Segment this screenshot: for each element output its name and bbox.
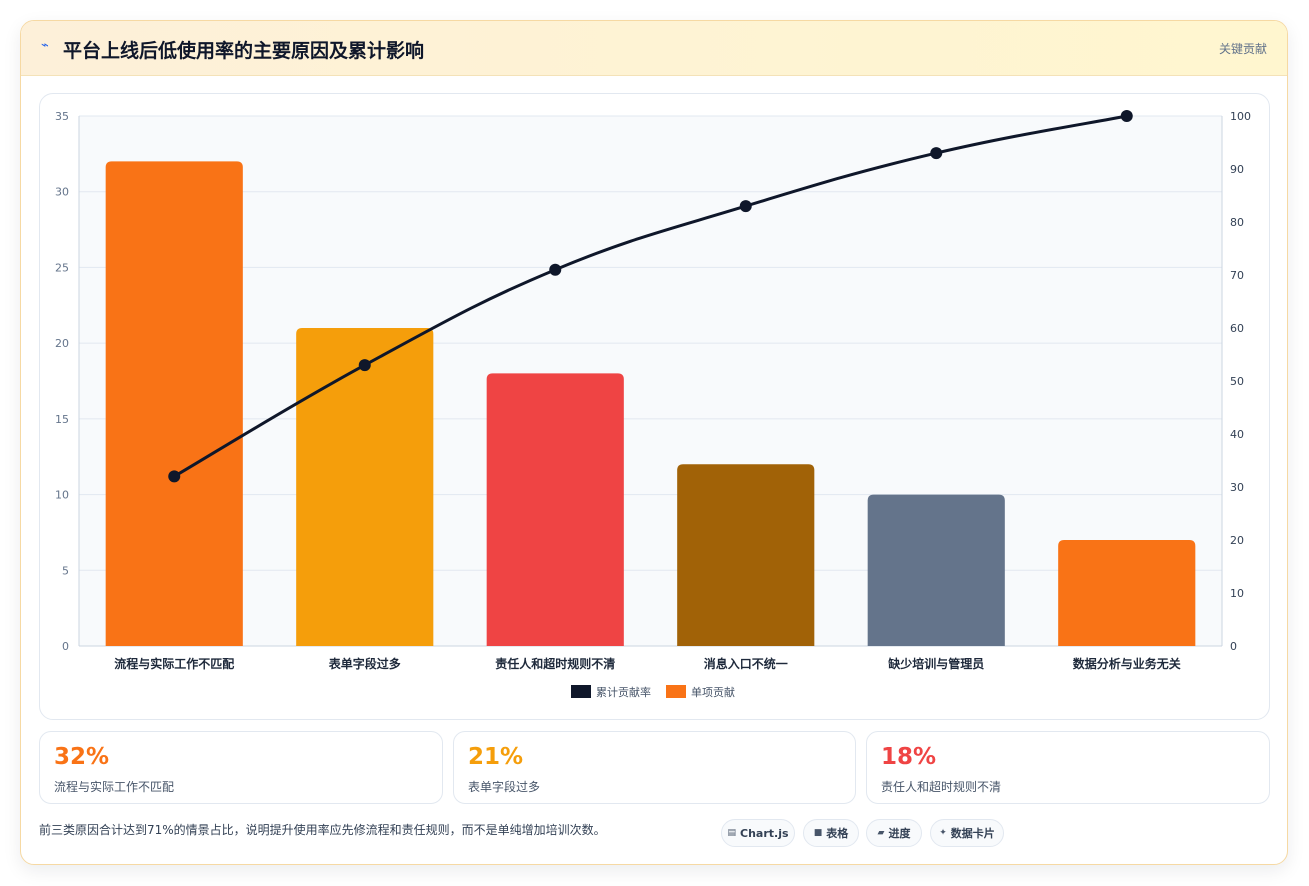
bar bbox=[105, 161, 243, 646]
page-title: 平台上线后低使用率的主要原因及累计影响 bbox=[63, 40, 425, 62]
card-header: ⌁ 平台上线后低使用率的主要原因及累计影响 关键贡献 bbox=[21, 21, 1287, 76]
stat-card-2: 21% 表单字段过多 bbox=[453, 731, 856, 804]
stat-label: 表单字段过多 bbox=[468, 780, 541, 794]
tag-table[interactable]: ■ 表格 bbox=[803, 819, 859, 847]
category-label: 责任人和超时规则不清 bbox=[495, 656, 615, 671]
right-tick-label: 80 bbox=[1230, 216, 1244, 229]
category-label: 流程与实际工作不匹配 bbox=[114, 656, 234, 671]
cumulative-point bbox=[1120, 110, 1133, 122]
right-tick-label: 70 bbox=[1230, 269, 1244, 282]
left-tick-label: 5 bbox=[62, 564, 69, 577]
right-tick-label: 10 bbox=[1230, 587, 1244, 600]
right-tick-label: 100 bbox=[1230, 110, 1251, 123]
category-label: 表单字段过多 bbox=[328, 656, 401, 671]
legend-label: 累计贡献率 bbox=[596, 685, 651, 699]
pareto-chart: 0 5 10 15 20 25 30 35 0 10 20 30 40 50 60 70 80 90 100 流程与实… bbox=[55, 110, 1251, 699]
right-tick-label: 20 bbox=[1230, 534, 1244, 547]
right-tick-label: 50 bbox=[1230, 375, 1244, 388]
stat-label: 责任人和超时规则不清 bbox=[881, 780, 1002, 794]
legend-swatch bbox=[666, 685, 686, 698]
right-tick-label: 30 bbox=[1230, 481, 1244, 494]
bar bbox=[1058, 540, 1196, 646]
cumulative-point bbox=[739, 200, 752, 213]
tag-chartjs[interactable]: ▤ Chart.js bbox=[721, 819, 795, 847]
stat-value: 32% bbox=[54, 744, 110, 770]
left-tick-label: 0 bbox=[62, 640, 69, 653]
stat-card-3: 18% 责任人和超时规则不清 bbox=[866, 731, 1270, 804]
tag-label: Chart.js bbox=[740, 826, 789, 840]
left-tick-label: 20 bbox=[55, 337, 69, 350]
tag-progress[interactable]: ▰ 进度 bbox=[866, 819, 922, 847]
left-tick-label: 10 bbox=[55, 489, 69, 502]
left-tick-label: 35 bbox=[55, 110, 69, 123]
category-label: 数据分析与业务无关 bbox=[1073, 656, 1181, 671]
right-tick-label: 90 bbox=[1230, 163, 1244, 176]
cumulative-point bbox=[549, 263, 562, 276]
stat-label: 流程与实际工作不匹配 bbox=[54, 780, 175, 794]
cumulative-point bbox=[358, 359, 371, 372]
header-badge: 关键贡献 bbox=[1218, 42, 1267, 56]
tag-label: 数据卡片 bbox=[950, 827, 995, 840]
category-label: 缺少培训与管理员 bbox=[888, 656, 984, 671]
right-tick-label: 0 bbox=[1230, 640, 1237, 653]
stat-value: 21% bbox=[468, 744, 524, 770]
tag-label: 进度 bbox=[888, 827, 911, 840]
cumulative-line bbox=[172, 114, 1129, 478]
category-label: 消息入口不统一 bbox=[704, 656, 788, 671]
left-tick-label: 25 bbox=[55, 261, 69, 274]
stat-value: 18% bbox=[881, 744, 937, 770]
tag-data-card[interactable]: ✦ 数据卡片 bbox=[930, 819, 1004, 847]
legend-label: 单项贡献 bbox=[691, 685, 735, 699]
stat-card-1: 32% 流程与实际工作不匹配 bbox=[39, 731, 443, 804]
table-icon: ■ bbox=[813, 828, 823, 838]
bar bbox=[486, 373, 624, 646]
cumulative-point bbox=[930, 147, 943, 160]
progress-icon: ▰ bbox=[877, 828, 885, 838]
chart-panel: 0 5 10 15 20 25 30 35 0 10 20 30 40 50 60 70 80 90 100 流程与实… bbox=[39, 93, 1270, 720]
bar bbox=[677, 464, 815, 646]
tag-label: 表格 bbox=[826, 827, 849, 840]
card-icon: ✦ bbox=[939, 828, 947, 838]
right-tick-label: 60 bbox=[1230, 322, 1244, 335]
lightning-icon: ⌁ bbox=[41, 38, 49, 53]
bar bbox=[296, 328, 434, 646]
chart-icon: ▤ bbox=[727, 828, 736, 838]
bar bbox=[867, 494, 1005, 646]
right-tick-label: 40 bbox=[1230, 428, 1244, 441]
plot-background bbox=[79, 116, 1222, 646]
cumulative-point bbox=[168, 470, 181, 483]
legend-swatch bbox=[571, 685, 591, 698]
left-tick-label: 15 bbox=[55, 413, 69, 426]
left-tick-label: 30 bbox=[55, 186, 69, 199]
footer-note: 前三类原因合计达到71%的情景占比，说明提升使用率应先修流程和责任规则，而不是单… bbox=[39, 823, 606, 837]
chart-card: ⌁ 平台上线后低使用率的主要原因及累计影响 关键贡献 0 5 10 15 20 25 30 3… bbox=[20, 20, 1288, 865]
